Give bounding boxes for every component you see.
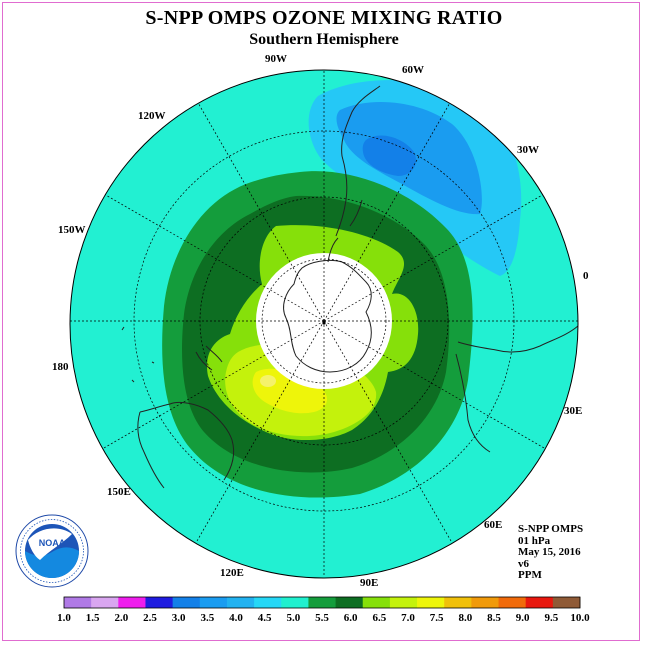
lon-label-30e: 30E <box>564 405 582 417</box>
colorbar-border <box>63 596 581 609</box>
noaa-logo-text: NOAA <box>39 538 66 548</box>
colorbar-ticks: 1.0 1.5 2.0 2.5 3.0 3.5 4.0 4.5 5.0 5.5 6.0 6.5 7.0 7… <box>57 612 590 624</box>
coastlines <box>121 85 578 489</box>
instrument-label: S-NPP OMPS <box>518 523 584 535</box>
map-title: S-NPP OMPS OZONE MIXING RATIO <box>145 7 503 29</box>
colorbar-tick-label: 3.5 <box>200 612 214 624</box>
colorbar-swatch <box>552 597 581 608</box>
colorbar-swatch <box>362 597 391 608</box>
version-label: v6 <box>518 557 529 570</box>
map-subtitle: Southern Hemisphere <box>249 31 399 48</box>
colorbar-swatch <box>525 597 554 608</box>
colorbar-tick-label: 10.0 <box>570 612 590 624</box>
map-boundary <box>69 69 579 579</box>
colorbar-tick-label: 2.0 <box>114 612 128 624</box>
colorbar-tick-label: 5.5 <box>315 612 329 624</box>
colorbar-swatch <box>281 597 309 608</box>
pressure-level-label: 01 hPa <box>518 534 551 547</box>
colorbar-swatch <box>64 597 92 608</box>
colorbar-swatch <box>226 597 255 608</box>
colorbar-swatch <box>145 597 174 608</box>
colorbar-tick-label: 7.5 <box>430 612 444 624</box>
colorbar-tick-label: 1.0 <box>57 612 71 624</box>
lon-label-120e: 120E <box>220 567 244 579</box>
colorbar-swatch <box>308 597 336 608</box>
lon-label-180: 180 <box>52 361 69 373</box>
colorbar-tick-label: 3.0 <box>172 612 186 624</box>
lon-label-120w: 120W <box>138 110 166 122</box>
colorbar-swatch <box>444 597 472 608</box>
colorbar-tick-label: 6.0 <box>344 612 358 624</box>
colorbar-swatch <box>417 597 445 608</box>
map-info-block: S-NPP OMPS 01 hPa May 15, 2016 v6 PPM <box>518 523 584 582</box>
colorbar-tick-label: 9.0 <box>516 612 530 624</box>
colorbar-swatch <box>91 597 119 608</box>
colorbar-swatch <box>172 597 201 608</box>
colorbar-tick-label: 8.0 <box>458 612 472 624</box>
colorbar-tick-label: 7.0 <box>401 612 415 624</box>
colorbar-swatch <box>118 597 146 608</box>
colorbar-swatch <box>335 597 364 608</box>
colorbar-swatch <box>498 597 527 608</box>
colorbar-tick-label: 4.0 <box>229 612 243 624</box>
colorbar-swatches <box>63 596 581 609</box>
lon-label-60w: 60W <box>402 64 424 76</box>
colorbar-tick-label: 1.5 <box>86 612 100 624</box>
figure-border <box>2 2 640 641</box>
lon-label-0: 0 <box>583 270 589 282</box>
colorbar-tick-label: 2.5 <box>143 612 157 624</box>
lon-label-60e: 60E <box>484 519 502 531</box>
colorbar-swatch <box>389 597 418 608</box>
lon-label-150w: 150W <box>58 224 86 236</box>
lon-label-30w: 30W <box>517 144 539 156</box>
colorbar-swatch <box>254 597 282 608</box>
date-label: May 15, 2016 <box>518 546 581 559</box>
colorbar-tick-label: 4.5 <box>258 612 272 624</box>
colorbar-tick-label: 6.5 <box>372 612 386 624</box>
colorbar-tick-label: 8.5 <box>487 612 501 624</box>
colorbar-swatch <box>471 597 499 608</box>
lon-label-150e: 150E <box>107 486 131 498</box>
ozone-maximum-7_5-8_0 <box>260 375 276 387</box>
lon-label-90e: 90E <box>360 577 378 589</box>
colorbar-tick-label: 5.0 <box>286 612 300 624</box>
lon-label-90w: 90W <box>265 53 287 65</box>
colorbar-swatch <box>199 597 228 608</box>
units-label: PPM <box>518 569 542 582</box>
south-pole-marker <box>322 321 326 325</box>
noaa-logo: NOAA <box>15 514 89 588</box>
ozone-low-region-3_0-3_5 <box>362 135 417 176</box>
colorbar-tick-label: 9.5 <box>544 612 558 624</box>
